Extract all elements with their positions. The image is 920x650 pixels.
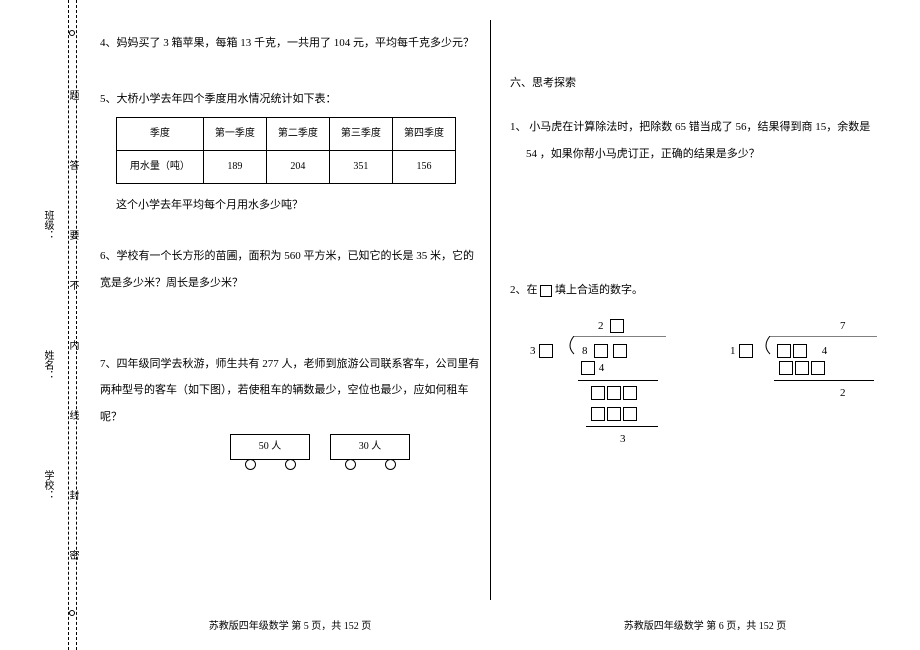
wheel-icon xyxy=(285,459,296,470)
table-header: 第三季度 xyxy=(329,117,392,150)
binding-char: 题 xyxy=(65,90,80,108)
footer-right: 苏教版四年级数学 第 6 页，共 152 页 xyxy=(510,617,900,632)
table-header: 第四季度 xyxy=(392,117,455,150)
blank-box-icon xyxy=(777,344,791,358)
question-r1-line2: 54 ，如果你帮小马虎订正，正确的结果是多少？ xyxy=(510,141,900,167)
table-header: 第一季度 xyxy=(203,117,266,150)
blank-box-icon xyxy=(591,407,605,421)
question-r1: 1、 小马虎在计算除法时，把除数 65 错当成了 56，结果得到商 15，余数是… xyxy=(510,114,900,167)
bus-body: 30 人 xyxy=(330,434,410,460)
table-cell: 189 xyxy=(203,150,266,183)
binding-label-school: 学校： xyxy=(40,470,55,500)
binding-char: 答 xyxy=(65,160,80,178)
water-table: 季度 第一季度 第二季度 第三季度 第四季度 用水量（吨） 189 204 35… xyxy=(116,117,456,184)
binding-char: 封 xyxy=(65,490,80,508)
blank-box-icon xyxy=(594,344,608,358)
blank-box-icon xyxy=(623,407,637,421)
binding-circle xyxy=(69,610,75,616)
left-page: 4、妈妈买了 3 箱苹果，每箱 13 千克，一共用了 104 元，平均每千克多少… xyxy=(100,30,480,490)
binding-margin: 班级： 姓名： 学校： 题 答 要 不 内 线 封 密 xyxy=(0,0,80,650)
digit: 8 xyxy=(582,345,588,357)
blank-box-icon xyxy=(610,319,624,333)
section-6-title: 六、思考探索 xyxy=(510,70,900,96)
binding-char: 不 xyxy=(65,280,80,298)
digit: 7 xyxy=(840,320,846,332)
digit: 3 xyxy=(620,433,626,445)
division-line xyxy=(586,426,658,427)
digit: 4 xyxy=(822,345,828,357)
binding-char: 密 xyxy=(65,550,80,568)
page-divider xyxy=(490,20,491,600)
blank-box-icon xyxy=(540,285,552,297)
table-cell: 204 xyxy=(266,150,329,183)
question-7: 7、四年级同学去秋游，师生共有 277 人，老师到旅游公司联系客车，公司里有两种… xyxy=(100,351,480,472)
table-row-label: 用水量（吨） xyxy=(117,150,204,183)
division-line xyxy=(578,380,658,381)
blank-box-icon xyxy=(607,407,621,421)
right-page: 六、思考探索 1、 小马虎在计算除法时，把除数 65 错当成了 56，结果得到商… xyxy=(510,30,900,322)
q2-text-a: 2、在 xyxy=(510,284,538,296)
table-cell: 351 xyxy=(329,150,392,183)
digit: 2 xyxy=(840,387,846,399)
wheel-icon xyxy=(345,459,356,470)
binding-label-name: 姓名： xyxy=(40,350,55,380)
binding-char: 线 xyxy=(65,410,80,428)
blank-box-icon xyxy=(539,344,553,358)
q2-text-b: 填上合适的数字。 xyxy=(555,284,643,296)
binding-char: 要 xyxy=(65,230,80,248)
bus-small: 30 人 xyxy=(330,434,410,472)
question-7-text: 7、四年级同学去秋游，师生共有 277 人，老师到旅游公司联系客车，公司里有两种… xyxy=(100,351,480,430)
blank-box-icon xyxy=(739,344,753,358)
bus-diagram: 50 人 30 人 xyxy=(230,434,480,472)
table-header: 季度 xyxy=(117,117,204,150)
binding-label-class: 班级： xyxy=(40,210,55,240)
table-cell: 156 xyxy=(392,150,455,183)
wheel-icon xyxy=(245,459,256,470)
question-5-text: 5、大桥小学去年四个季度用水情况统计如下表： xyxy=(100,86,480,112)
blank-box-icon xyxy=(793,344,807,358)
blank-box-icon xyxy=(607,386,621,400)
digit: 3 xyxy=(530,345,536,357)
digit: 2 xyxy=(598,320,604,332)
bus-body: 50 人 xyxy=(230,434,310,460)
question-r2: 2、在 填上合适的数字。 2 3 8 4 3 7 xyxy=(510,277,900,303)
blank-box-icon xyxy=(591,386,605,400)
long-division-2: 7 1 4 2 xyxy=(730,314,880,405)
digit: 1 xyxy=(730,345,736,357)
question-5: 5、大桥小学去年四个季度用水情况统计如下表： 季度 第一季度 第二季度 第三季度… xyxy=(100,86,480,218)
blank-box-icon xyxy=(613,344,627,358)
long-division-1: 2 3 8 4 3 xyxy=(530,314,680,451)
division-line xyxy=(774,380,874,381)
binding-char: 内 xyxy=(65,340,80,358)
question-5-after: 这个小学去年平均每个月用水多少吨？ xyxy=(100,192,480,218)
blank-box-icon xyxy=(623,386,637,400)
table-header: 第二季度 xyxy=(266,117,329,150)
binding-circle xyxy=(69,30,75,36)
question-6: 6、学校有一个长方形的苗圃，面积为 560 平方米，已知它的长是 35 米，它的… xyxy=(100,243,480,296)
footer-left: 苏教版四年级数学 第 5 页，共 152 页 xyxy=(100,617,480,632)
question-r1-line1: 1、 小马虎在计算除法时，把除数 65 错当成了 56，结果得到商 15，余数是 xyxy=(510,114,900,140)
question-4: 4、妈妈买了 3 箱苹果，每箱 13 千克，一共用了 104 元，平均每千克多少… xyxy=(100,30,480,56)
bus-big: 50 人 xyxy=(230,434,310,472)
wheel-icon xyxy=(385,459,396,470)
